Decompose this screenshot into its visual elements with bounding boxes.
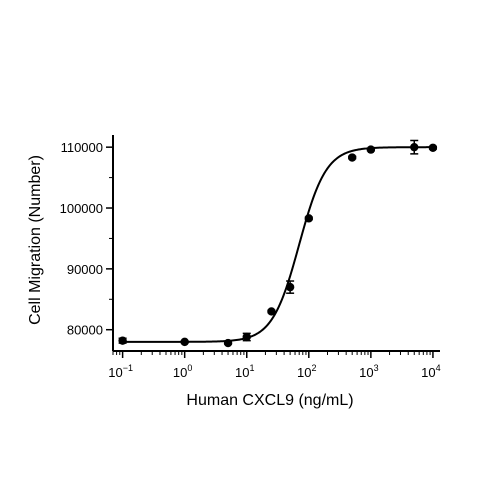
data-point xyxy=(285,282,295,292)
data-point xyxy=(410,142,419,152)
data-point xyxy=(180,337,189,347)
x-tick-exponent: 4 xyxy=(436,363,441,373)
x-tick-exponent: 3 xyxy=(374,363,379,373)
fit-curve xyxy=(122,146,433,343)
data-point xyxy=(267,307,276,316)
x-tick-exponent: 1 xyxy=(249,363,254,373)
x-tick-label: 100 xyxy=(173,363,192,380)
data-point xyxy=(223,338,233,348)
x-tick-label: 102 xyxy=(297,363,316,380)
x-tick-base: 10 xyxy=(297,365,311,380)
x-tick-base: 10 xyxy=(108,365,122,380)
x-tick-label: 103 xyxy=(359,363,378,380)
y-tick-label: 80000 xyxy=(67,323,103,338)
x-tick-exponent: 0 xyxy=(187,363,192,373)
y-axis-title: Cell Migration (Number) xyxy=(27,155,44,325)
data-point xyxy=(366,145,376,154)
data-points xyxy=(118,139,438,348)
x-tick-base: 10 xyxy=(359,365,373,380)
data-point xyxy=(347,153,357,162)
axes xyxy=(112,135,440,352)
data-point xyxy=(428,143,438,152)
y-tick-label: 100000 xyxy=(60,201,103,216)
x-tick-base: 10 xyxy=(173,365,187,380)
data-point xyxy=(242,332,251,342)
x-tick-exponent: 2 xyxy=(312,363,317,373)
y-tick-label: 110000 xyxy=(61,140,103,155)
x-tick-base: 10 xyxy=(235,365,249,380)
x-tick-label: 104 xyxy=(421,363,440,380)
x-tick-label: 10−1 xyxy=(108,363,133,380)
x-tick-exponent: −1 xyxy=(123,363,133,373)
x-tick-label: 101 xyxy=(235,363,254,380)
data-point xyxy=(304,214,314,223)
x-tick-base: 10 xyxy=(421,365,435,380)
y-tick-label: 90000 xyxy=(67,262,103,277)
x-axis-title: Human CXCL9 (ng/mL) xyxy=(186,392,353,409)
data-point xyxy=(118,336,127,345)
